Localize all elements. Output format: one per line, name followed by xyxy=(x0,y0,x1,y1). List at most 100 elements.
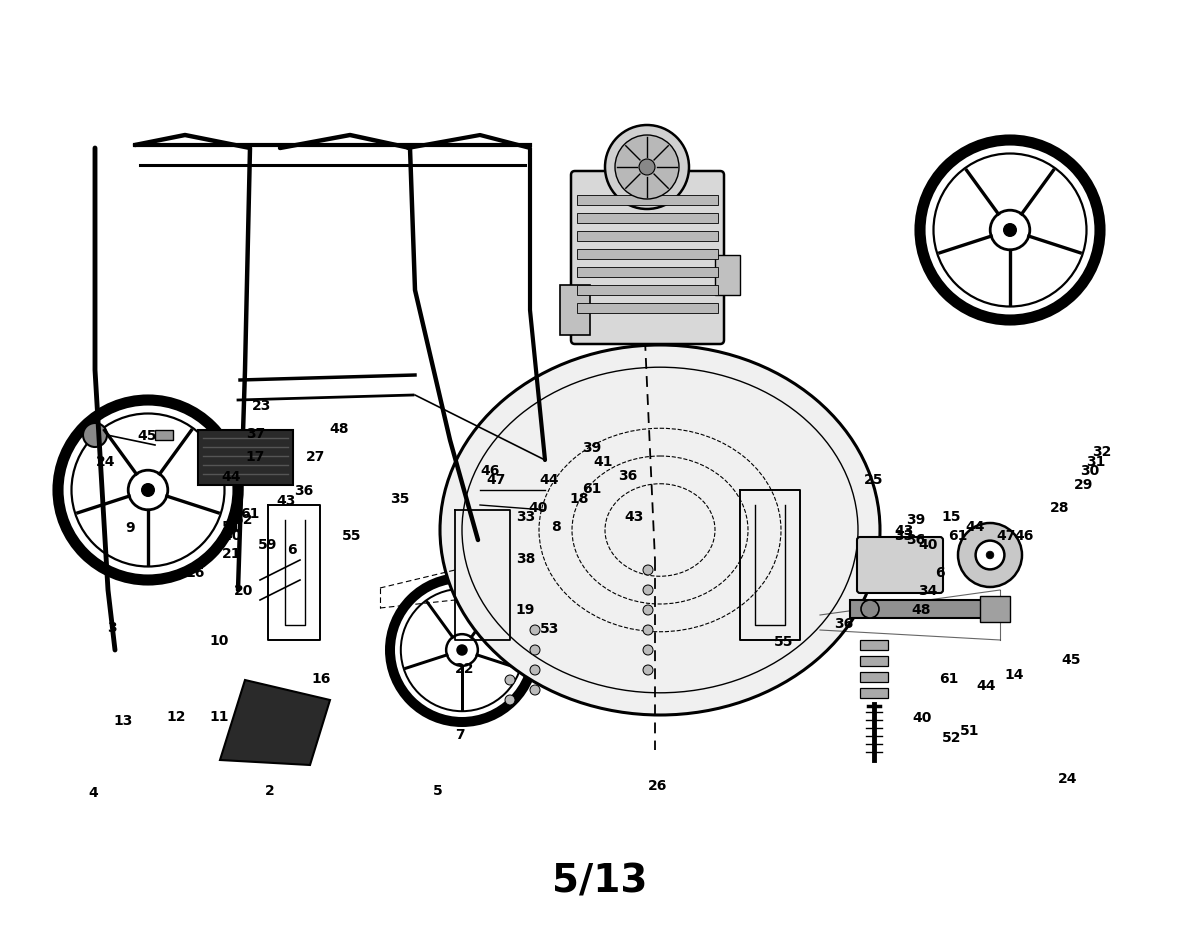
Text: 44: 44 xyxy=(977,679,996,693)
Circle shape xyxy=(530,625,540,635)
Text: 5/13: 5/13 xyxy=(552,863,648,901)
Text: 18: 18 xyxy=(570,491,589,506)
Text: 36: 36 xyxy=(618,468,637,483)
Circle shape xyxy=(616,135,679,199)
Text: 32: 32 xyxy=(1092,445,1111,460)
Text: 40: 40 xyxy=(918,538,937,552)
Text: 24: 24 xyxy=(1058,771,1078,786)
Text: 45: 45 xyxy=(138,428,157,443)
Text: 21: 21 xyxy=(222,547,241,562)
Bar xyxy=(577,195,718,205)
Ellipse shape xyxy=(440,345,880,715)
Circle shape xyxy=(128,470,168,510)
Text: 33: 33 xyxy=(894,528,913,543)
Text: 25: 25 xyxy=(864,473,883,488)
Text: 36: 36 xyxy=(906,533,925,548)
Text: 61: 61 xyxy=(940,672,959,687)
Text: 43: 43 xyxy=(624,510,643,525)
Text: 44: 44 xyxy=(540,473,559,488)
Text: 31: 31 xyxy=(1086,454,1105,469)
Circle shape xyxy=(457,645,467,655)
Text: 53: 53 xyxy=(540,621,559,636)
Text: 5: 5 xyxy=(433,783,443,798)
Text: 44: 44 xyxy=(222,470,241,485)
Text: 45: 45 xyxy=(1062,653,1081,667)
Text: 37: 37 xyxy=(246,426,265,441)
Bar xyxy=(577,303,718,313)
Circle shape xyxy=(530,645,540,655)
Text: 51: 51 xyxy=(960,724,979,739)
Text: 10: 10 xyxy=(210,634,229,649)
Text: 4: 4 xyxy=(89,785,98,800)
Text: 46: 46 xyxy=(480,464,499,478)
Text: 51: 51 xyxy=(222,519,241,534)
Text: 44: 44 xyxy=(966,519,985,534)
Polygon shape xyxy=(220,680,330,765)
Bar xyxy=(577,285,718,295)
Circle shape xyxy=(83,423,107,447)
Text: 19: 19 xyxy=(516,603,535,617)
Text: 47: 47 xyxy=(486,473,505,488)
Text: 3: 3 xyxy=(107,620,116,635)
Text: 41: 41 xyxy=(594,454,613,469)
Text: 22: 22 xyxy=(455,662,474,677)
Text: 17: 17 xyxy=(246,450,265,464)
Bar xyxy=(715,255,740,295)
Text: 11: 11 xyxy=(210,709,229,724)
Circle shape xyxy=(976,540,1004,569)
Text: 29: 29 xyxy=(1074,477,1093,492)
Text: 23: 23 xyxy=(252,399,271,413)
Circle shape xyxy=(643,585,653,595)
Circle shape xyxy=(1003,223,1016,236)
Circle shape xyxy=(862,600,878,618)
Text: 43: 43 xyxy=(894,524,913,539)
Text: 6: 6 xyxy=(287,542,296,557)
Text: 33: 33 xyxy=(516,510,535,525)
FancyBboxPatch shape xyxy=(571,171,724,344)
Bar xyxy=(577,267,718,277)
Text: 13: 13 xyxy=(114,714,133,729)
Bar xyxy=(850,600,995,618)
Text: 26: 26 xyxy=(648,779,667,794)
Bar xyxy=(860,688,888,698)
Bar xyxy=(198,430,293,485)
Bar xyxy=(577,249,718,259)
Text: 52: 52 xyxy=(942,730,961,745)
Circle shape xyxy=(605,125,689,209)
Circle shape xyxy=(142,484,155,496)
Text: 16: 16 xyxy=(186,565,205,580)
Text: 20: 20 xyxy=(234,584,253,599)
Text: 47: 47 xyxy=(996,528,1015,543)
Text: 9: 9 xyxy=(125,521,134,536)
Text: 28: 28 xyxy=(1050,501,1069,515)
Text: 14: 14 xyxy=(1004,667,1024,682)
Text: 8: 8 xyxy=(551,519,560,534)
Circle shape xyxy=(530,685,540,695)
Text: 27: 27 xyxy=(306,450,325,464)
Circle shape xyxy=(643,565,653,575)
Text: 40: 40 xyxy=(912,711,931,726)
Circle shape xyxy=(530,665,540,675)
Circle shape xyxy=(505,675,515,685)
Circle shape xyxy=(643,665,653,675)
Text: 35: 35 xyxy=(390,491,409,506)
Text: 36: 36 xyxy=(294,484,313,499)
Text: 61: 61 xyxy=(948,528,967,543)
Text: 40: 40 xyxy=(222,528,241,543)
Text: 39: 39 xyxy=(582,440,601,455)
Text: 12: 12 xyxy=(167,709,186,724)
Text: 55: 55 xyxy=(342,528,361,543)
Text: 2: 2 xyxy=(265,783,275,798)
Text: 46: 46 xyxy=(1014,528,1033,543)
Text: 15: 15 xyxy=(942,510,961,525)
Text: 48: 48 xyxy=(330,422,349,437)
Text: 39: 39 xyxy=(906,513,925,527)
Text: 38: 38 xyxy=(516,552,535,566)
Circle shape xyxy=(505,695,515,705)
Bar xyxy=(860,672,888,682)
Text: 61: 61 xyxy=(582,482,601,497)
Text: 48: 48 xyxy=(912,603,931,617)
Circle shape xyxy=(643,605,653,615)
Circle shape xyxy=(643,645,653,655)
Text: 55: 55 xyxy=(774,635,793,650)
